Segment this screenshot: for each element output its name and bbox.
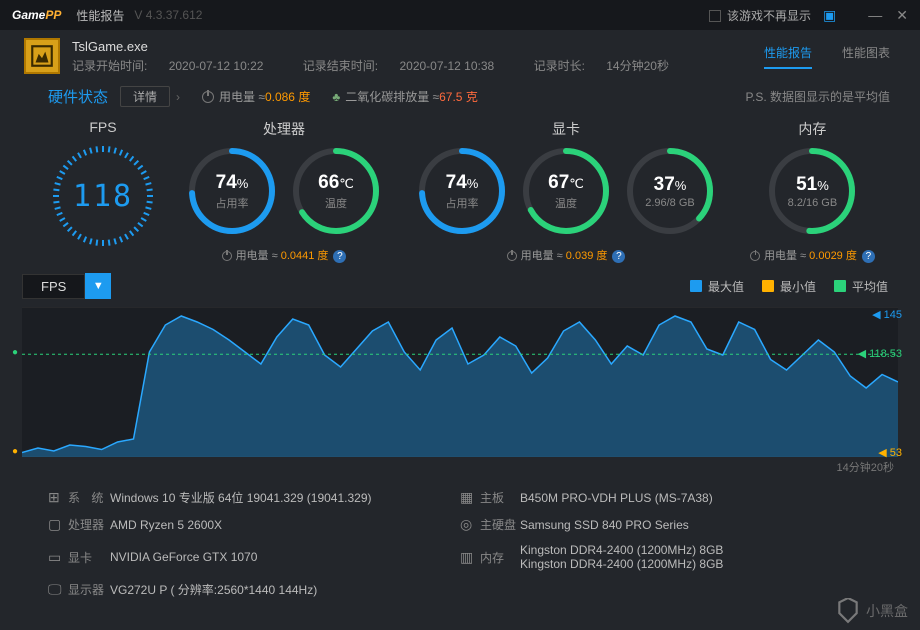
- disk-icon: ◎: [460, 516, 480, 533]
- close-button[interactable]: ✕: [896, 7, 908, 24]
- minimize-button[interactable]: —: [868, 7, 882, 23]
- gauges-row: FPS 118 处理器 74%占用率 66℃温度 用电量 ≈ 0.0441 度?…: [0, 115, 920, 263]
- screenshot-icon[interactable]: ▣: [823, 7, 836, 24]
- sys-disk: Samsung SSD 840 PRO Series: [520, 518, 860, 532]
- chevron-right-icon: ›: [176, 90, 180, 104]
- cpu-icon: ▢: [48, 516, 68, 533]
- system-info: ⊞系 统 Windows 10 专业版 64位 19041.329 (19041…: [0, 475, 920, 598]
- chart-avg-label: ◀ 118.53: [858, 347, 902, 360]
- hardware-status-label: 硬件状态: [48, 86, 108, 107]
- help-icon[interactable]: ?: [862, 250, 875, 263]
- co2-value: 67.5 克: [439, 88, 478, 105]
- power-icon: [202, 91, 214, 103]
- ps-note: P.S. 数据图显示的是平均值: [746, 88, 890, 105]
- sys-monitor: VG272U P ( 分辨率:2560*1440 144Hz): [110, 581, 460, 598]
- fps-title: FPS: [89, 119, 116, 135]
- sys-cpu: AMD Ryzen 5 2600X: [110, 518, 460, 532]
- gpu-icon: ▭: [48, 549, 68, 566]
- chart-x-label: 14分钟20秒: [22, 459, 898, 475]
- chart-legend: 最大值 最小值 平均值: [690, 278, 888, 295]
- cpu-usage-gauge: 74%占用率: [186, 145, 278, 237]
- fps-chart: ◀ 145 ◀ 118.53 ◀ 53 ● ●: [22, 307, 898, 457]
- tab-report[interactable]: 性能报告: [764, 44, 812, 69]
- chart-max-label: ◀ 145: [872, 308, 902, 321]
- min-marker: ●: [12, 446, 18, 457]
- windows-icon: ⊞: [48, 489, 68, 506]
- sys-os: Windows 10 专业版 64位 19041.329 (19041.329): [110, 489, 460, 506]
- ram-title: 内存: [798, 119, 826, 139]
- avg-marker: ●: [12, 347, 18, 358]
- sys-gpu: NVIDIA GeForce GTX 1070: [110, 550, 460, 564]
- game-name: TslGame.exe: [72, 39, 705, 54]
- title-bar: GamePP 性能报告 V 4.3.37.612 该游戏不再显示 ▣ — ✕: [0, 0, 920, 30]
- app-window: GamePP 性能报告 V 4.3.37.612 该游戏不再显示 ▣ — ✕ T…: [0, 0, 920, 630]
- app-version: V 4.3.37.612: [134, 8, 202, 22]
- cpu-power: 用电量 ≈ 0.0441 度?: [222, 247, 347, 263]
- chevron-down-icon: ▼: [85, 273, 111, 299]
- cpu-temp-gauge: 66℃温度: [290, 145, 382, 237]
- status-row: 硬件状态 详情 › 用电量 ≈ 0.086 度 ♣ 二氧化碳排放量 ≈ 67.5…: [0, 84, 920, 115]
- ram-usage-gauge: 51%8.2/16 GB: [766, 145, 858, 237]
- help-icon[interactable]: ?: [333, 250, 346, 263]
- watermark: 小黑盒: [835, 598, 908, 624]
- motherboard-icon: ▦: [460, 489, 480, 506]
- gpu-power: 用电量 ≈ 0.039 度?: [507, 247, 626, 263]
- chart-min-label: ◀ 53: [878, 446, 902, 459]
- ram-power: 用电量 ≈ 0.0029 度?: [750, 247, 875, 263]
- ram-icon: ▥: [460, 549, 480, 566]
- sys-mobo: B450M PRO-VDH PLUS (MS-7A38): [520, 491, 860, 505]
- gpu-title: 显卡: [552, 119, 580, 139]
- fps-value: 118: [73, 179, 133, 214]
- leaf-icon: ♣: [332, 90, 340, 104]
- metric-dropdown[interactable]: FPS ▼: [22, 273, 111, 299]
- legend-max-swatch: [690, 280, 702, 292]
- gpu-usage-gauge: 74%占用率: [416, 145, 508, 237]
- cpu-title: 处理器: [263, 119, 305, 139]
- monitor-icon: 🖵: [48, 581, 68, 598]
- legend-avg-swatch: [834, 280, 846, 292]
- no-display-label: 该游戏不再显示: [727, 7, 811, 24]
- fps-gauge: 118: [48, 141, 158, 251]
- total-power-value: 0.086 度: [265, 88, 310, 105]
- header: TslGame.exe 记录开始时间: 2020-07-12 10:22 记录结…: [0, 30, 920, 84]
- tab-chart[interactable]: 性能图表: [842, 44, 890, 69]
- legend-min-swatch: [762, 280, 774, 292]
- help-icon[interactable]: ?: [612, 250, 625, 263]
- gpu-temp-gauge: 67℃温度: [520, 145, 612, 237]
- chart-area: FPS ▼ 最大值 最小值 平均值 ◀ 145 ◀ 118.53 ◀ 53 ● …: [22, 273, 898, 475]
- sys-ram: Kingston DDR4-2400 (1200MHz) 8GBKingston…: [520, 543, 860, 571]
- window-title: 性能报告: [76, 7, 124, 24]
- detail-button[interactable]: 详情: [120, 86, 170, 107]
- no-display-checkbox[interactable]: [709, 8, 727, 22]
- gpu-mem-gauge: 37%2.96/8 GB: [624, 145, 716, 237]
- recording-times: 记录开始时间: 2020-07-12 10:22 记录结束时间: 2020-07…: [72, 57, 705, 74]
- game-icon: [24, 38, 60, 74]
- app-logo: GamePP: [12, 8, 61, 22]
- tabs: 性能报告 性能图表: [764, 44, 890, 69]
